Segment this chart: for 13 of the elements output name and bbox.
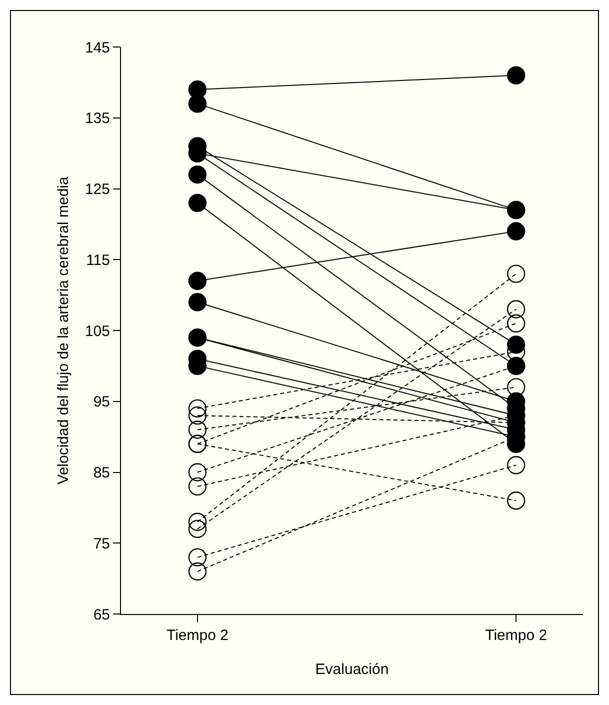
y-tick-label: 85 [93,464,110,482]
y-tick-label: 115 [86,252,110,269]
y-tick-label: 105 [84,322,110,340]
y-tick-label: 75 [93,535,110,552]
y-tick-label: 125 [84,181,110,198]
y-tick-label: 65 [93,606,110,624]
x-tick-label: Tiempo 2 [485,627,548,644]
y-tick-label: 145 [84,39,110,56]
y-axis-title: Velocidad del flujo de la arteria cerebral media [55,176,72,484]
x-axis-title: Evaluación [315,661,389,678]
y-tick-label: 135 [84,110,110,128]
y-tick-label: 95 [93,394,110,411]
x-tick-label: Tiempo 2 [166,627,228,644]
